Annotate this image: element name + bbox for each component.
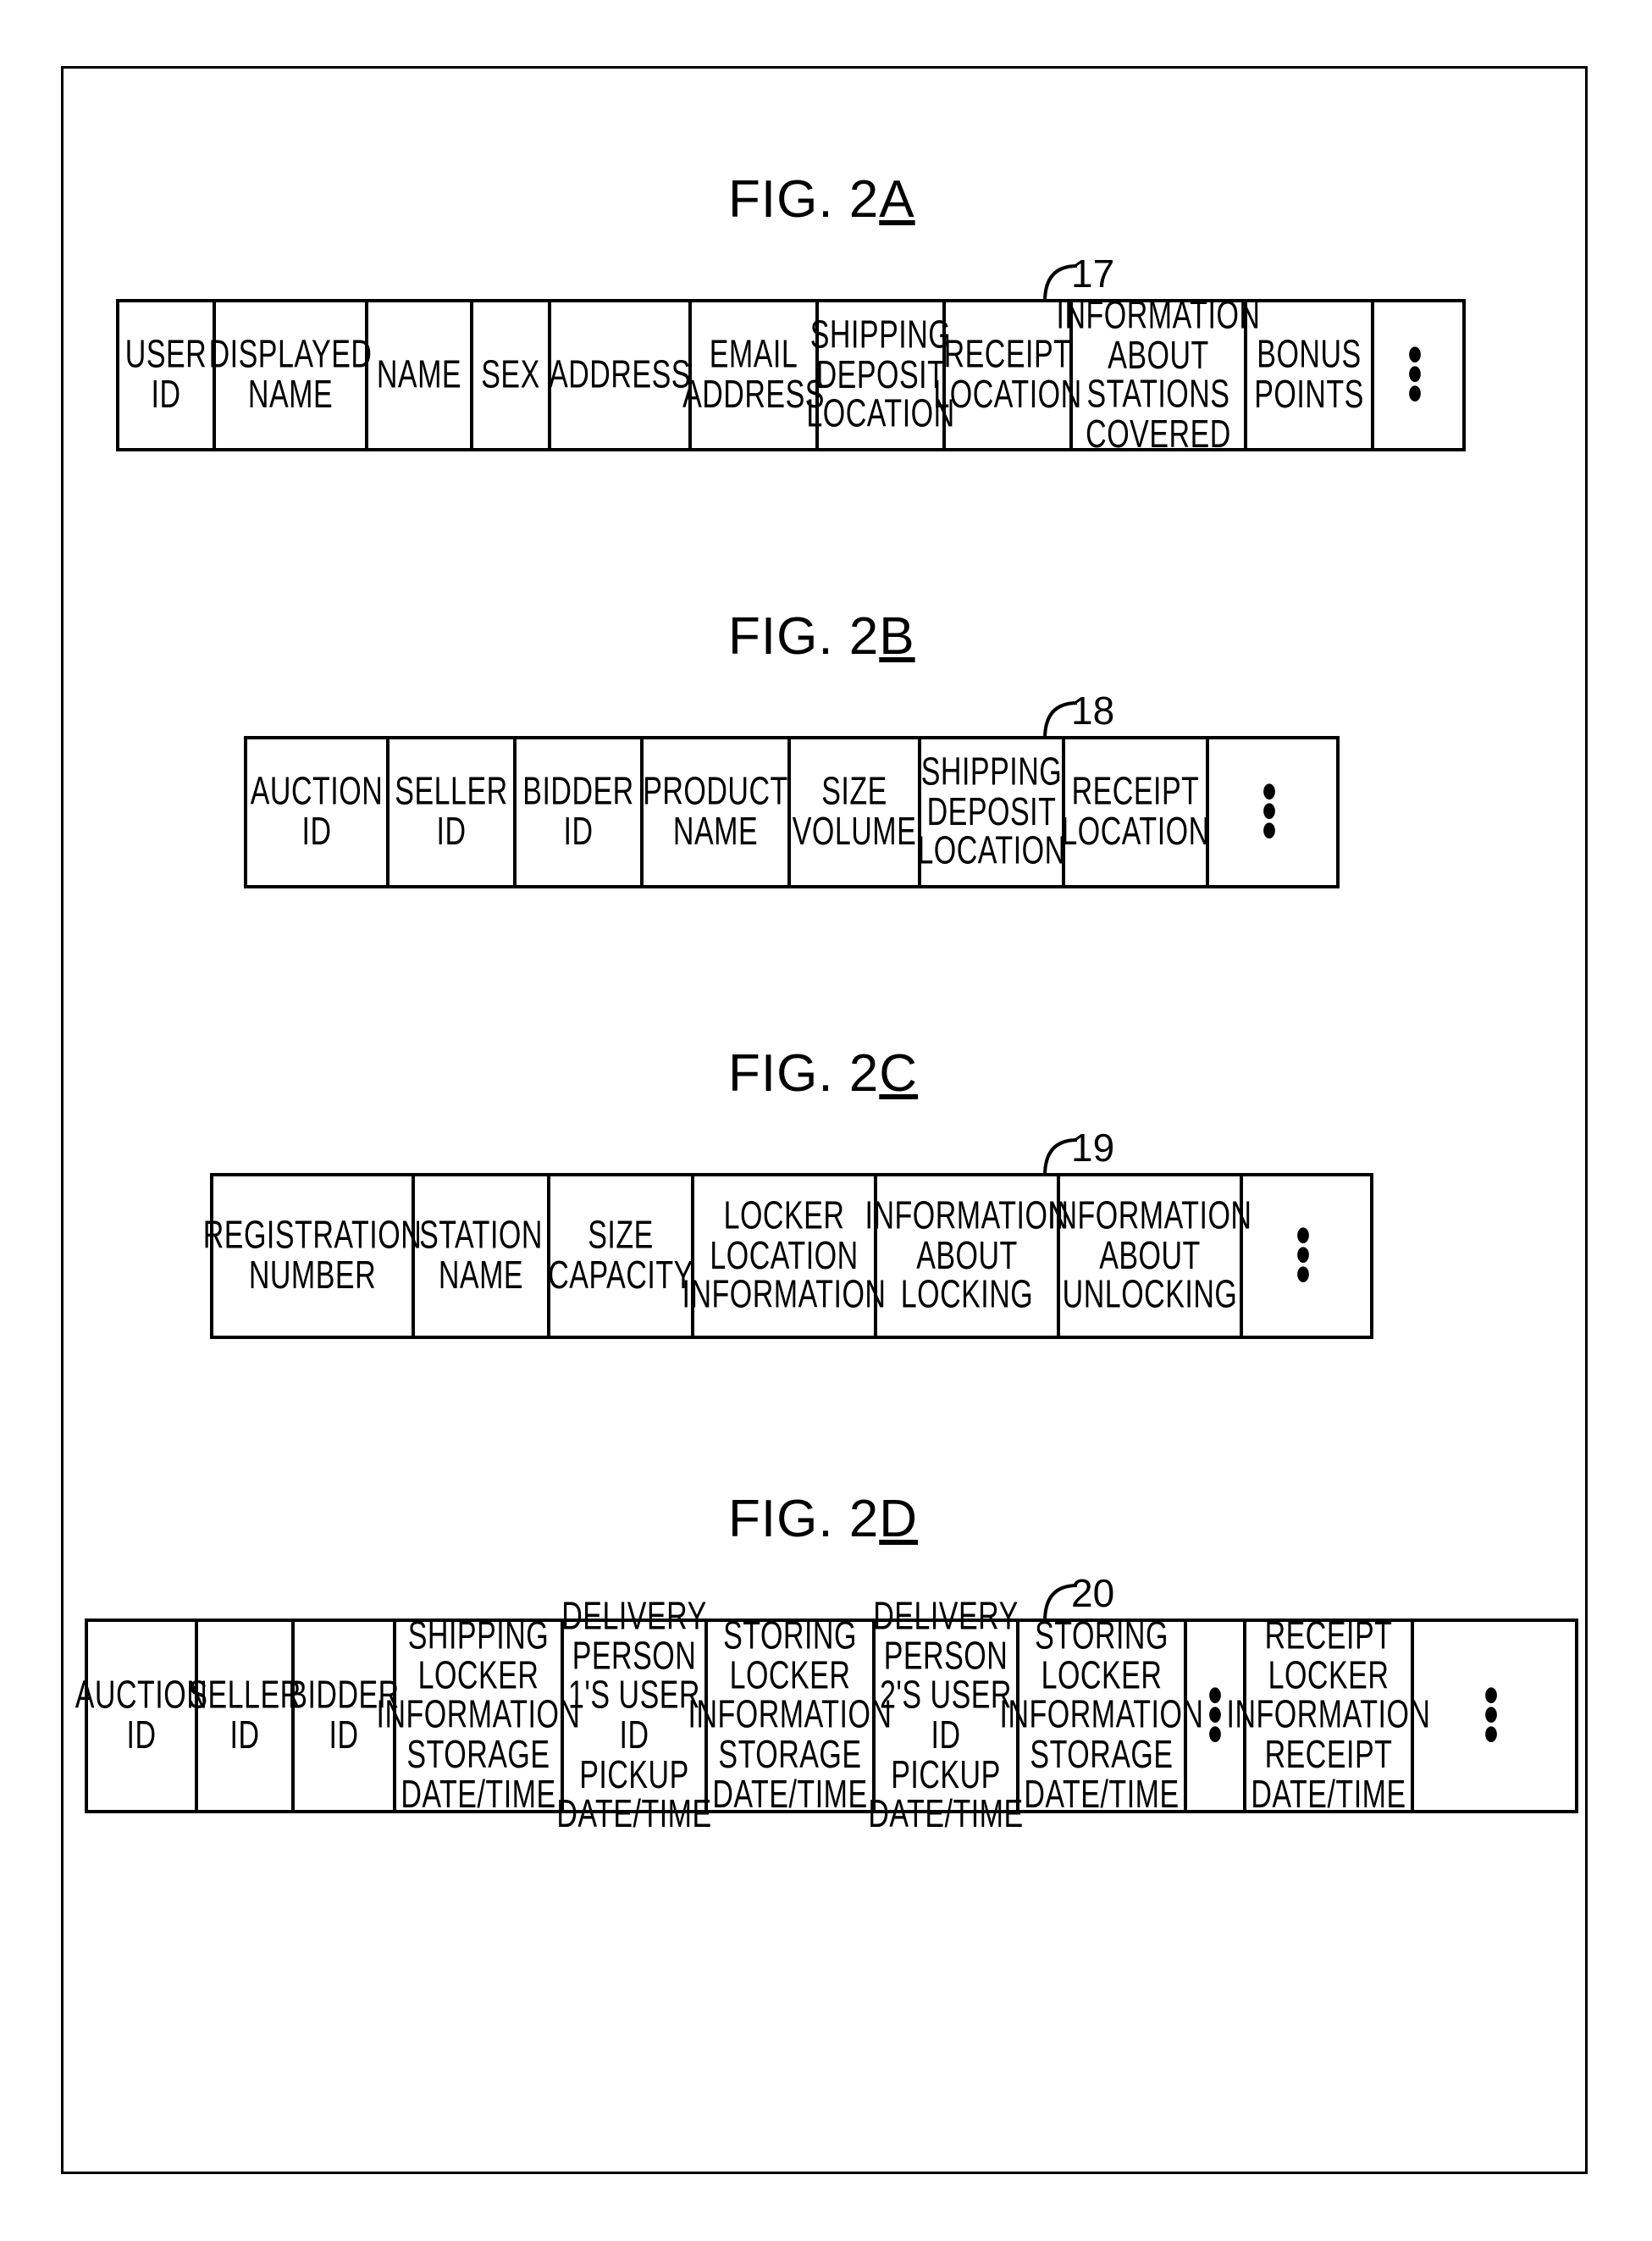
column-header: SHIPPINGLOCKERINFORMATIONSTORAGEDATE/TIM… bbox=[396, 1622, 564, 1810]
vertical-ellipsis-icon: ••• bbox=[1262, 783, 1277, 841]
column-header-label: STORINGLOCKERINFORMATIONSTORAGEDATE/TIME bbox=[1000, 1617, 1204, 1815]
page-root: FIG. 2A17USERIDDISPLAYEDNAMENAMESEXADDRE… bbox=[0, 0, 1652, 2241]
column-header: SIZECAPACITY bbox=[550, 1176, 694, 1336]
column-header: INFORMATIONABOUTUNLOCKING bbox=[1060, 1176, 1243, 1336]
figure-title-prefix: FIG. 2 bbox=[728, 170, 879, 229]
column-header: DELIVERYPERSON2'S USER IDPICKUPDATE/TIME bbox=[876, 1622, 1019, 1810]
column-header: SELLERID bbox=[198, 1622, 295, 1810]
column-header: NAME bbox=[368, 302, 473, 448]
figure-title-prefix: FIG. 2 bbox=[728, 1490, 879, 1548]
schema-table-2D: AUCTIONIDSELLERIDBIDDERIDSHIPPINGLOCKERI… bbox=[85, 1618, 1578, 1813]
column-header: ••• bbox=[1243, 1176, 1363, 1336]
column-header: ••• bbox=[1374, 302, 1456, 448]
column-header: AUCTIONID bbox=[88, 1622, 198, 1810]
column-header: SIZEVOLUME bbox=[791, 739, 921, 885]
column-header-label: LOCKERLOCATIONINFORMATION bbox=[682, 1197, 887, 1315]
column-header: EMAILADDRESS bbox=[692, 302, 819, 448]
column-header-label: SIZEVOLUME bbox=[793, 772, 917, 852]
column-header-label: SHIPPINGLOCKERINFORMATIONSTORAGEDATE/TIM… bbox=[377, 1617, 581, 1815]
figure-title-suffix: B bbox=[879, 607, 914, 666]
figure-title-prefix: FIG. 2 bbox=[728, 607, 879, 666]
column-header: STORINGLOCKERINFORMATIONSTORAGEDATE/TIME bbox=[1019, 1622, 1187, 1810]
column-header-label: USERID bbox=[125, 335, 207, 415]
vertical-ellipsis-icon: ••• bbox=[1408, 346, 1423, 404]
column-header: BONUSPOINTS bbox=[1247, 302, 1374, 448]
vertical-ellipsis-icon: ••• bbox=[1484, 1687, 1499, 1745]
column-header: BIDDERID bbox=[517, 739, 644, 885]
column-header: SEX bbox=[473, 302, 551, 448]
figure-title-2D: FIG. 2D bbox=[728, 1489, 918, 1549]
column-header: RECEIPTLOCATION bbox=[946, 302, 1073, 448]
column-header-label: BONUSPOINTS bbox=[1254, 335, 1364, 415]
column-header: INFORMATIONABOUTLOCKING bbox=[877, 1176, 1060, 1336]
column-header: REGISTRATIONNUMBER bbox=[213, 1176, 415, 1336]
column-header: ••• bbox=[1209, 739, 1329, 885]
schema-table-2B: AUCTIONIDSELLERIDBIDDERIDPRODUCTNAMESIZE… bbox=[244, 736, 1340, 888]
column-header-label: NAME bbox=[377, 356, 461, 396]
column-header-label: SELLERID bbox=[188, 1676, 301, 1756]
figure-title-suffix: C bbox=[879, 1044, 918, 1103]
column-header: STORINGLOCKERINFORMATIONSTORAGEDATE/TIME bbox=[708, 1622, 876, 1810]
column-header: ••• bbox=[1414, 1622, 1568, 1810]
figure-title-prefix: FIG. 2 bbox=[728, 1044, 879, 1103]
figure-title-2A: FIG. 2A bbox=[728, 169, 915, 230]
column-header-label: SIZECAPACITY bbox=[548, 1216, 693, 1296]
column-header: DISPLAYEDNAME bbox=[216, 302, 368, 448]
column-header-label: REGISTRATIONNUMBER bbox=[203, 1216, 423, 1296]
vertical-ellipsis-icon: ••• bbox=[1208, 1687, 1223, 1745]
column-header: ADDRESS bbox=[551, 302, 692, 448]
column-header: INFORMATIONABOUTSTATIONSCOVERED bbox=[1073, 302, 1247, 448]
column-header: STATIONNAME bbox=[415, 1176, 550, 1336]
column-header: DELIVERYPERSON1'S USER IDPICKUPDATE/TIME bbox=[564, 1622, 708, 1810]
column-header-label: SHIPPINGDEPOSITLOCATION bbox=[806, 316, 954, 434]
ref-number-2C: 19 bbox=[1071, 1125, 1114, 1170]
column-header-label: DISPLAYEDNAME bbox=[209, 335, 373, 415]
column-header-label: ADDRESS bbox=[549, 356, 691, 396]
ref-number-2A: 17 bbox=[1071, 251, 1114, 296]
column-header: PRODUCTNAME bbox=[644, 739, 791, 885]
vertical-ellipsis-icon: ••• bbox=[1296, 1227, 1311, 1285]
column-header: USERID bbox=[119, 302, 216, 448]
column-header: SHIPPINGDEPOSITLOCATION bbox=[819, 302, 946, 448]
column-header-label: RECEIPTLOCATION bbox=[1061, 772, 1209, 852]
column-header: AUCTIONID bbox=[247, 739, 390, 885]
column-header-label: STORINGLOCKERINFORMATIONSTORAGEDATE/TIME bbox=[688, 1617, 892, 1815]
ref-leader-curve bbox=[1043, 1138, 1077, 1176]
column-header-label: SEX bbox=[481, 356, 540, 396]
schema-table-2A: USERIDDISPLAYEDNAMENAME SEXADDRESSEMAILAD… bbox=[116, 299, 1466, 451]
figure-title-suffix: D bbox=[879, 1490, 918, 1548]
column-header: RECEIPTLOCKERINFORMATIONRECEIPTDATE/TIME bbox=[1246, 1622, 1414, 1810]
column-header-label: PRODUCTNAME bbox=[643, 772, 788, 852]
column-header-label: SELLERID bbox=[395, 772, 507, 852]
column-header-label: RECEIPTLOCKERINFORMATIONRECEIPTDATE/TIME bbox=[1227, 1617, 1431, 1815]
ref-number-2D: 20 bbox=[1071, 1570, 1114, 1616]
column-header-label: BIDDERID bbox=[522, 772, 633, 852]
ref-number-2B: 18 bbox=[1071, 688, 1114, 733]
column-header: LOCKERLOCATIONINFORMATION bbox=[694, 1176, 877, 1336]
column-header-label: INFORMATIONABOUTSTATIONSCOVERED bbox=[1057, 296, 1261, 454]
column-header-label: INFORMATIONABOUTUNLOCKING bbox=[1048, 1197, 1252, 1315]
column-header: SELLERID bbox=[390, 739, 517, 885]
column-header: SHIPPINGDEPOSITLOCATION bbox=[921, 739, 1065, 885]
figure-title-suffix: A bbox=[879, 170, 914, 229]
figure-title-2B: FIG. 2B bbox=[728, 606, 915, 667]
column-header-label: EMAILADDRESS bbox=[682, 335, 825, 415]
ref-leader-curve bbox=[1043, 701, 1077, 739]
column-header-label: SHIPPINGDEPOSITLOCATION bbox=[917, 753, 1065, 872]
column-header: RECEIPTLOCATION bbox=[1065, 739, 1209, 885]
column-header-label: AUCTIONID bbox=[251, 772, 384, 852]
column-header-label: STATIONNAME bbox=[419, 1216, 543, 1296]
column-header-label: INFORMATIONABOUTLOCKING bbox=[865, 1197, 1069, 1315]
figure-title-2C: FIG. 2C bbox=[728, 1043, 918, 1104]
schema-table-2C: REGISTRATIONNUMBERSTATIONNAMESIZECAPACIT… bbox=[210, 1173, 1373, 1339]
